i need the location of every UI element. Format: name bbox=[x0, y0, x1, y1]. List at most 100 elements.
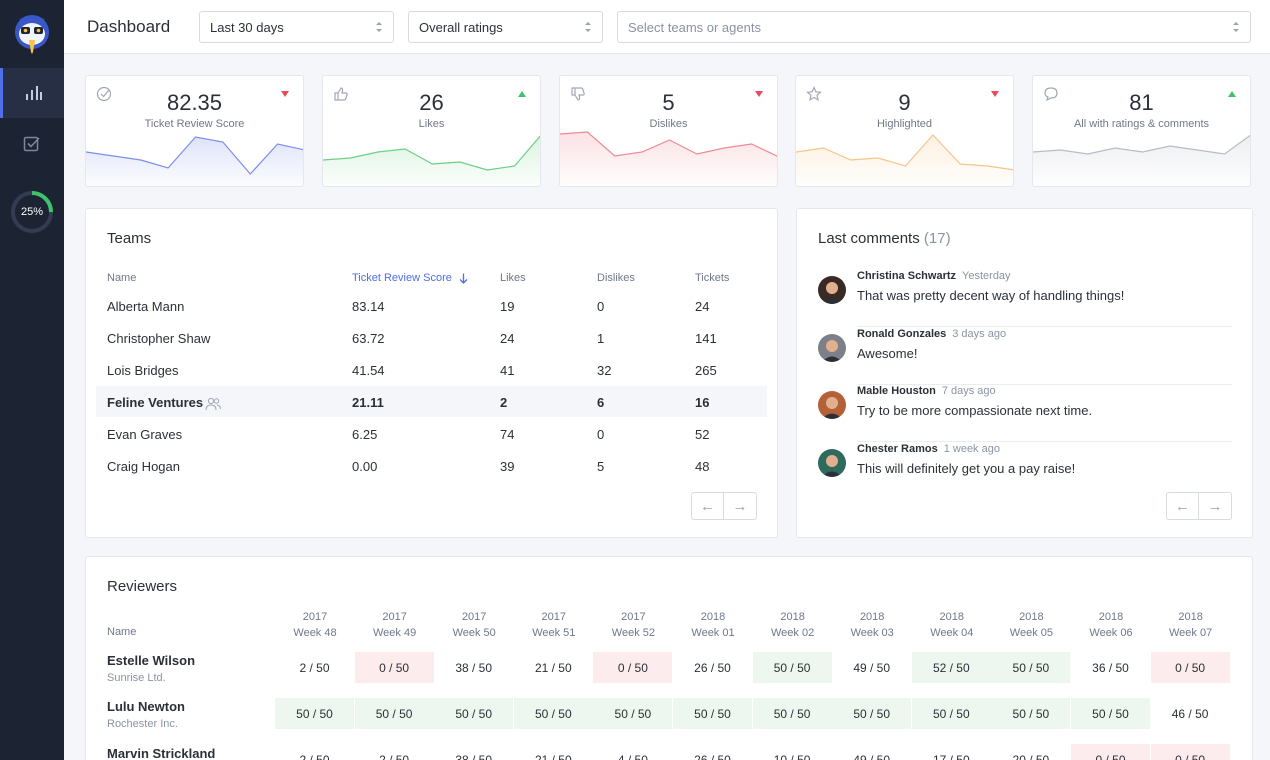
rating-type-select[interactable]: Overall ratings bbox=[408, 11, 603, 43]
kpi-card[interactable]: 5 Dislikes bbox=[559, 75, 778, 187]
review-count-cell: 38 / 50 bbox=[455, 660, 493, 675]
team-cell-tickets: 265 bbox=[695, 363, 717, 378]
team-cell-name[interactable]: Feline Ventures bbox=[107, 395, 204, 410]
kpi-card[interactable]: 26 Likes bbox=[322, 75, 541, 187]
review-count-cell: 17 / 50 bbox=[932, 752, 970, 760]
review-count-cell: 26 / 50 bbox=[694, 660, 731, 675]
select-arrows-icon bbox=[1232, 21, 1240, 33]
team-cell-dislikes: 0 bbox=[597, 299, 605, 314]
nav-reviews[interactable] bbox=[0, 119, 64, 169]
week-year: 2017 bbox=[621, 611, 646, 623]
week-header: 2018 Week 02 bbox=[753, 609, 833, 641]
team-cell-score: 21.11 bbox=[352, 395, 384, 410]
team-cell-name[interactable]: Alberta Mann bbox=[107, 299, 185, 314]
comment-item[interactable]: Mable Houston 7 days ago Try to be more co… bbox=[818, 385, 1232, 442]
team-cell-likes: 39 bbox=[500, 459, 515, 474]
kpi-card[interactable]: 81 All with ratings & comments bbox=[1032, 75, 1251, 187]
owl-logo[interactable] bbox=[14, 12, 50, 56]
review-count-cell: 50 / 50 bbox=[593, 698, 673, 729]
avatar bbox=[818, 276, 846, 304]
kpi-sparkline bbox=[796, 134, 1013, 186]
checkbox-icon bbox=[23, 136, 40, 152]
review-count-cell: 50 / 50 bbox=[832, 698, 912, 729]
review-count-cell: 50 / 50 bbox=[673, 698, 752, 729]
kpi-value: 5 bbox=[662, 90, 675, 115]
col-score[interactable]: Ticket Review Score bbox=[352, 272, 468, 284]
comment-item[interactable]: Ronald Gonzales 3 days ago Awesome! bbox=[818, 328, 1232, 385]
review-count-cell: 50 / 50 bbox=[1071, 698, 1150, 729]
comment-author-name: Ronald Gonzales bbox=[857, 327, 947, 340]
team-cell-dislikes: 1 bbox=[597, 331, 605, 346]
col-dislikes[interactable]: Dislikes bbox=[597, 272, 635, 284]
col-tickets[interactable]: Tickets bbox=[695, 272, 730, 284]
select-arrows-icon bbox=[375, 21, 383, 33]
kpi-card[interactable]: 9 Highlighted bbox=[795, 75, 1014, 187]
comment-item[interactable]: Chester Ramos 1 week ago This will definit… bbox=[818, 443, 1232, 500]
kpi-card[interactable]: 82.35 Ticket Review Score bbox=[85, 75, 304, 187]
reviewer-name[interactable]: Lulu Newton bbox=[107, 699, 185, 714]
divider bbox=[857, 326, 1232, 327]
team-cell-name[interactable]: Christopher Shaw bbox=[107, 331, 211, 346]
reviewer-name[interactable]: Marvin Strickland bbox=[107, 746, 216, 760]
teams-panel: Teams Name Ticket Review Score Likes Dis… bbox=[85, 208, 778, 538]
teams-agents-select[interactable]: Select teams or agents bbox=[617, 11, 1251, 43]
next-page-button[interactable]: → bbox=[1207, 497, 1223, 515]
star-icon bbox=[806, 86, 822, 102]
comment-author-name: Mable Houston bbox=[857, 385, 936, 397]
trend-down-icon bbox=[991, 91, 999, 97]
reviewers-panel: Reviewers Name 2017 Week 48 2017 Week 49 201… bbox=[85, 556, 1253, 760]
sparkline-line bbox=[323, 135, 540, 171]
reviewers-col-name: Name bbox=[107, 626, 137, 638]
week-year: 2018 bbox=[1019, 611, 1044, 623]
nav-analytics[interactable] bbox=[0, 68, 64, 118]
week-year: 2017 bbox=[461, 611, 487, 623]
review-count-cell: 0 / 50 bbox=[1150, 652, 1230, 683]
team-cell-likes: 74 bbox=[500, 427, 515, 442]
sparkline-area bbox=[323, 136, 540, 186]
week-label: Week 03 bbox=[850, 627, 894, 639]
thumbs-down-icon bbox=[571, 87, 585, 101]
week-header: 2017 Week 50 bbox=[434, 609, 514, 641]
team-cell-tickets: 16 bbox=[695, 395, 710, 410]
team-cell-name[interactable]: Evan Graves bbox=[107, 427, 183, 442]
review-count-cell: 46 / 50 bbox=[1171, 706, 1209, 721]
kpi-label: Ticket Review Score bbox=[144, 118, 245, 130]
progress-label: 25% bbox=[20, 206, 44, 218]
row-highlight bbox=[96, 386, 767, 417]
review-count-cell: 0 / 50 bbox=[1071, 744, 1150, 760]
avatar bbox=[818, 448, 846, 477]
col-likes[interactable]: Likes bbox=[500, 272, 526, 284]
team-cell-likes: 19 bbox=[500, 299, 515, 314]
team-cell-name[interactable]: Lois Bridges bbox=[107, 363, 179, 378]
kpi-sparkline bbox=[1033, 134, 1250, 186]
team-cell-tickets: 48 bbox=[695, 459, 710, 474]
reviewers-title: Reviewers bbox=[107, 578, 178, 595]
team-cell-score: 83.14 bbox=[352, 299, 385, 314]
page-title: Dashboard bbox=[87, 17, 171, 36]
review-count-cell: 2 / 50 bbox=[299, 752, 330, 760]
check-circle-icon bbox=[96, 86, 112, 102]
week-header: 2017 Week 52 bbox=[593, 609, 673, 641]
week-label: Week 52 bbox=[611, 627, 655, 639]
comment-text: Try to be more compassionate next time. bbox=[857, 403, 1093, 418]
period-select[interactable]: Last 30 days bbox=[199, 11, 394, 43]
team-cell-name[interactable]: Craig Hogan bbox=[107, 459, 180, 474]
prev-page-button[interactable]: ← bbox=[692, 493, 725, 519]
comment-author: Chester Ramos 1 week ago bbox=[857, 443, 1000, 455]
next-page-button[interactable]: → bbox=[732, 497, 748, 515]
comments-title-label: Last comments bbox=[818, 230, 920, 247]
week-year: 2018 bbox=[1098, 611, 1124, 623]
col-name[interactable]: Name bbox=[107, 272, 137, 284]
comments-title: Last comments (17) bbox=[818, 230, 951, 247]
reviewer-company: Sunrise Ltd. bbox=[107, 672, 166, 684]
week-label: Week 49 bbox=[372, 627, 417, 639]
week-year: 2018 bbox=[939, 611, 965, 623]
sort-down-icon bbox=[459, 273, 468, 284]
team-cell-dislikes: 6 bbox=[597, 395, 605, 410]
review-count-cell: 20 / 50 bbox=[1012, 752, 1050, 760]
team-cell-score: 0.00 bbox=[352, 459, 378, 474]
team-cell-tickets: 141 bbox=[695, 331, 717, 346]
prev-page-button[interactable]: ← bbox=[1167, 493, 1200, 519]
comment-item[interactable]: Christina Schwartz Yesterday That was pret… bbox=[818, 270, 1232, 327]
reviewer-name[interactable]: Estelle Wilson bbox=[107, 653, 196, 668]
